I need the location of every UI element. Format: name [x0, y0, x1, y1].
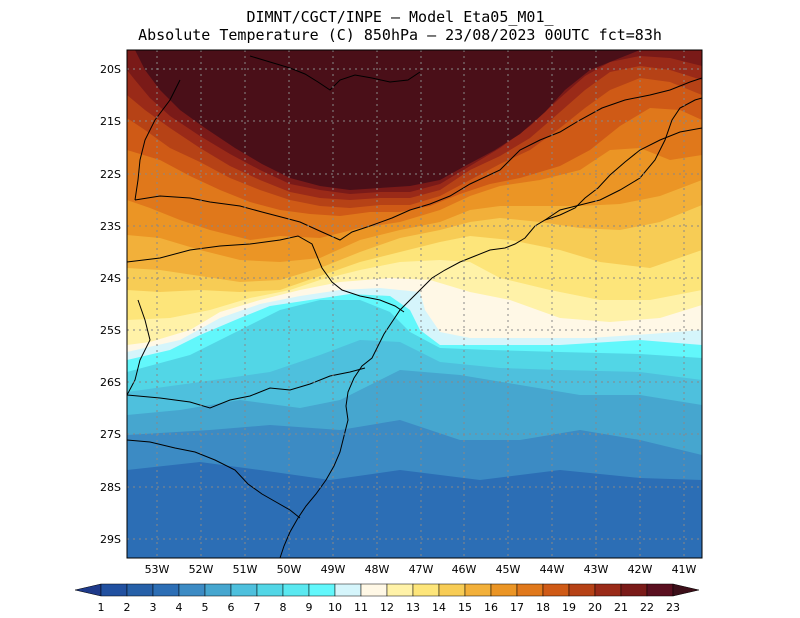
colorbar-swatch: [594, 583, 622, 597]
lat-label: 24S: [100, 272, 121, 285]
border-ms-sp: [134, 79, 181, 201]
colorbar-swatch: [256, 583, 284, 597]
lon-label: 52W: [189, 563, 214, 576]
colorbar-label: 10: [328, 601, 342, 614]
lat-label: 20S: [100, 63, 121, 76]
map-title-line-2: Absolute Temperature (C) 850hPa – 23/08/…: [138, 26, 662, 44]
colorbar-label: 15: [458, 601, 472, 614]
colorbar-label: 7: [254, 601, 261, 614]
colorbar-label: 11: [354, 601, 368, 614]
state-border-mg-rj: [544, 97, 702, 221]
graticule: [127, 50, 702, 558]
lat-label: 25S: [100, 324, 121, 337]
colorbar-swatch: [100, 583, 128, 597]
lon-label: 42W: [628, 563, 653, 576]
colorbar-swatch: [542, 583, 570, 597]
map-title-line-1: DIMNT/CGCT/INPE – Model Eta05_M01_: [246, 8, 554, 26]
longitude-labels: 53W 52W 51W 50W 49W 48W 47W 46W 45W 44W …: [145, 563, 697, 576]
lon-label: 48W: [365, 563, 390, 576]
colorbar-swatch: [126, 583, 154, 597]
coastline: [279, 127, 702, 558]
lon-label: 44W: [540, 563, 565, 576]
colorbar-swatch: [360, 583, 388, 597]
colorbar-arrow-high: [672, 583, 700, 597]
colorbar-label: 14: [432, 601, 446, 614]
colorbar-label: 8: [280, 601, 287, 614]
colorbar-label: 22: [640, 601, 654, 614]
colorbar-label: 21: [614, 601, 628, 614]
colorbar-swatch: [646, 583, 674, 597]
lon-label: 47W: [409, 563, 434, 576]
lon-label: 53W: [145, 563, 170, 576]
state-border-sp-mg: [134, 77, 702, 241]
map-frame: [126, 49, 703, 559]
colorbar-arrow-low: [74, 583, 102, 597]
colorbar-label: 16: [484, 601, 498, 614]
colorbar-swatch: [412, 583, 440, 597]
lat-label: 28S: [100, 481, 121, 494]
colorbar-label: 1: [98, 601, 105, 614]
colorbar-label: 2: [124, 601, 131, 614]
lon-label: 46W: [452, 563, 477, 576]
colorbar-swatch: [282, 583, 310, 597]
colorbar-swatch: [386, 583, 414, 597]
colorbar-label: 12: [380, 601, 394, 614]
colorbar-swatch: [334, 583, 362, 597]
state-border-mg-go: [249, 55, 421, 91]
colorbar: 1 2 3 4 5 6 7 8 9 10 11 12 13 14 15 16 17 18 19 20 21 22 23: [74, 583, 700, 614]
colorbar-label: 17: [510, 601, 524, 614]
colorbar-label: 4: [176, 601, 183, 614]
lat-label: 27S: [100, 428, 121, 441]
lon-label: 45W: [496, 563, 521, 576]
colorbar-label: 13: [406, 601, 420, 614]
temperature-field: [127, 50, 702, 558]
colorbar-swatch: [464, 583, 492, 597]
colorbar-swatch: [178, 583, 206, 597]
colorbar-label: 19: [562, 601, 576, 614]
lat-label: 26S: [100, 376, 121, 389]
lon-label: 41W: [672, 563, 697, 576]
lon-label: 49W: [321, 563, 346, 576]
colorbar-label: 20: [588, 601, 602, 614]
colorbar-label: 18: [536, 601, 550, 614]
colorbar-swatch: [620, 583, 648, 597]
colorbar-label: 6: [228, 601, 235, 614]
colorbar-swatch: [490, 583, 518, 597]
state-border-sc-rs: [127, 439, 301, 519]
colorbar-label: 9: [306, 601, 313, 614]
colorbar-swatch: [230, 583, 258, 597]
colorbar-swatch: [308, 583, 336, 597]
state-border-pr-sp: [127, 235, 405, 313]
colorbar-label: 23: [666, 601, 680, 614]
lon-label: 50W: [277, 563, 302, 576]
lon-label: 43W: [584, 563, 609, 576]
colorbar-label: 3: [150, 601, 157, 614]
lat-label: 23S: [100, 220, 121, 233]
lat-label: 29S: [100, 533, 121, 546]
latitude-labels: 20S 21S 22S 23S 24S 25S 26S 27S 28S 29S: [100, 63, 121, 546]
lon-label: 51W: [233, 563, 258, 576]
lat-label: 21S: [100, 115, 121, 128]
colorbar-label: 5: [202, 601, 209, 614]
lat-label: 22S: [100, 168, 121, 181]
colorbar-swatch: [204, 583, 232, 597]
colorbar-swatch: [152, 583, 180, 597]
colorbar-swatch: [516, 583, 544, 597]
colorbar-swatch: [568, 583, 596, 597]
colorbar-swatch: [438, 583, 466, 597]
isotherm-band-23: [135, 50, 640, 190]
